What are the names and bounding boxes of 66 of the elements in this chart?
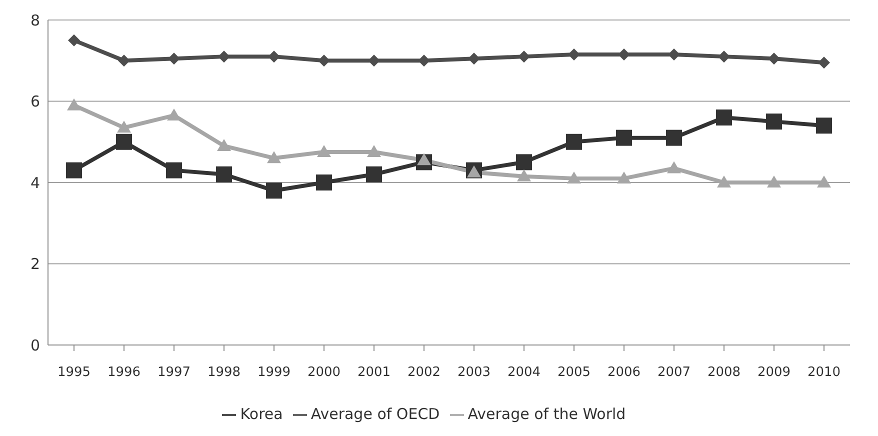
point <box>517 169 531 182</box>
legend-label: Average of OECD <box>310 405 440 423</box>
point <box>616 130 632 146</box>
point <box>417 153 431 166</box>
point <box>268 50 280 63</box>
point <box>316 174 332 190</box>
y-tick-label: 4 <box>30 174 40 192</box>
point <box>418 54 430 67</box>
point <box>467 165 481 178</box>
point <box>168 52 180 65</box>
x-tick-label: 1995 <box>57 365 91 380</box>
point <box>116 134 132 150</box>
point <box>566 134 582 150</box>
point <box>567 171 581 184</box>
point <box>317 145 331 158</box>
y-tick-label: 0 <box>30 336 40 354</box>
point <box>68 34 80 46</box>
legend-label: Korea <box>240 405 283 423</box>
legend-label: Average of the World <box>468 405 626 423</box>
x-tick-label: 2010 <box>807 365 841 380</box>
point <box>768 52 780 65</box>
point <box>716 110 732 126</box>
y-tick-label: 6 <box>30 92 40 111</box>
point <box>817 176 831 188</box>
x-tick-label: 2000 <box>307 365 341 380</box>
point <box>266 182 282 199</box>
point <box>766 114 782 130</box>
point <box>666 130 682 146</box>
point <box>718 50 730 63</box>
x-tick-label: 2002 <box>407 365 441 380</box>
x-tick-label: 1998 <box>207 365 241 380</box>
point <box>816 118 832 134</box>
point <box>368 54 380 67</box>
point <box>217 138 231 151</box>
point <box>617 171 631 184</box>
x-tick-label: 2001 <box>357 365 391 380</box>
point <box>468 52 480 65</box>
x-tick-label: 2006 <box>607 365 641 380</box>
point <box>818 56 830 69</box>
point <box>767 176 781 188</box>
x-tick-label: 2009 <box>757 365 791 380</box>
point <box>67 98 81 110</box>
x-tick-label: 2007 <box>657 365 691 380</box>
x-tick-label: 1997 <box>157 365 191 380</box>
y-tick-label: 2 <box>30 255 40 274</box>
point <box>267 151 281 164</box>
point <box>166 162 182 178</box>
x-tick-label: 1996 <box>107 365 141 380</box>
y-tick-label: 8 <box>30 11 40 30</box>
point <box>518 50 530 63</box>
x-tick-label: 2008 <box>707 365 741 380</box>
point <box>516 154 532 170</box>
point <box>366 166 382 182</box>
x-tick-label: 1999 <box>257 365 291 380</box>
point <box>216 166 232 182</box>
x-tick-label: 2005 <box>557 365 591 380</box>
point <box>717 176 731 188</box>
x-tick-label: 2003 <box>457 365 491 380</box>
point <box>367 145 381 158</box>
point <box>117 120 131 133</box>
point <box>218 50 230 63</box>
point <box>318 54 330 67</box>
point <box>667 161 681 174</box>
point <box>66 162 82 178</box>
x-tick-label: 2004 <box>507 365 541 380</box>
point <box>118 54 130 67</box>
